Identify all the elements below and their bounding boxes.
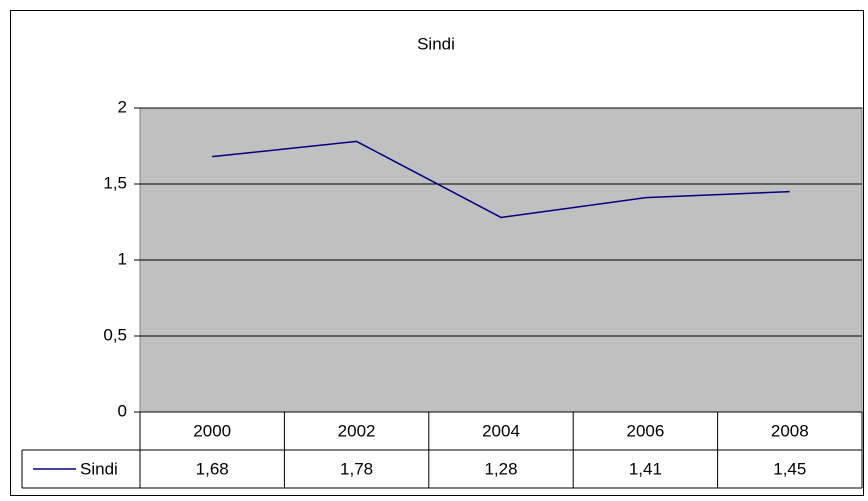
y-tick-label: 2 <box>118 97 127 116</box>
x-category-label: 2006 <box>626 421 664 440</box>
data-table-value: 1,45 <box>773 459 806 478</box>
chart-title: Sindi <box>417 34 455 53</box>
y-tick-label: 1 <box>118 249 127 268</box>
x-category-label: 2000 <box>193 421 231 440</box>
y-tick-label: 1,5 <box>103 173 127 192</box>
y-tick-label: 0 <box>118 401 127 420</box>
data-table-value: 1,78 <box>340 459 373 478</box>
y-tick-label: 0,5 <box>103 325 127 344</box>
data-table-value: 1,68 <box>196 459 229 478</box>
data-table-value: 1,41 <box>629 459 662 478</box>
x-category-label: 2004 <box>482 421 520 440</box>
legend-label: Sindi <box>80 459 118 478</box>
data-table-value: 1,28 <box>484 459 517 478</box>
x-category-label: 2008 <box>771 421 809 440</box>
series-line <box>212 140 790 219</box>
x-category-label: 2002 <box>338 421 376 440</box>
